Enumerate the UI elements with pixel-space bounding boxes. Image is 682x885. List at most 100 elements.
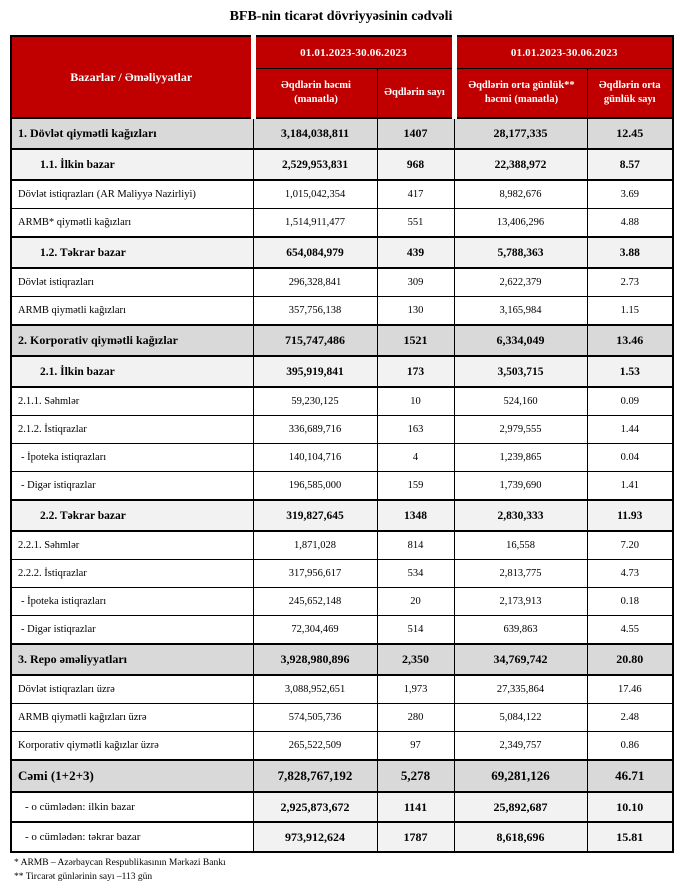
- value-cell: 1.53: [586, 355, 674, 388]
- value-cell: 2,529,953,831: [252, 148, 378, 181]
- value-cell: 357,756,138: [252, 296, 378, 326]
- value-cell: 12.45: [586, 117, 674, 150]
- table-row: 1. Dövlət qiymətli kağızları 3,184,038,81…: [10, 117, 674, 150]
- value-cell: 159: [376, 471, 455, 501]
- table-header: Bazarlar / Əməliyyatlar 01.01.2023-30.06…: [10, 35, 674, 119]
- turnover-table: Bazarlar / Əməliyyatlar 01.01.2023-30.06…: [10, 35, 674, 853]
- row-label: ARMB* qiymətli kağızları: [10, 208, 254, 238]
- value-cell: 3,184,038,811: [252, 117, 378, 150]
- value-cell: 20: [376, 587, 455, 616]
- value-cell: 309: [376, 267, 455, 297]
- value-cell: 6,334,049: [453, 324, 588, 357]
- value-cell: 140,104,716: [252, 443, 378, 472]
- row-label: 1.2. Təkrar bazar: [10, 236, 254, 269]
- value-cell: 639,863: [453, 615, 588, 645]
- value-cell: 524,160: [453, 386, 588, 416]
- row-label: 3. Repo əməliyyatları: [10, 643, 254, 676]
- value-cell: 4: [376, 443, 455, 472]
- row-label: 1. Dövlət qiymətli kağızları: [10, 117, 254, 150]
- row-label: 1.1. İlkin bazar: [10, 148, 254, 181]
- table-row: 1.1. İlkin bazar 2,529,953,831 968 22,388,9…: [10, 148, 674, 181]
- row-label: 2.1. İlkin bazar: [10, 355, 254, 388]
- value-cell: 1,973: [376, 674, 455, 704]
- row-label: - İpoteka istiqrazları: [10, 587, 254, 616]
- value-cell: 1141: [376, 791, 455, 823]
- value-cell: 551: [376, 208, 455, 238]
- value-cell: 8,982,676: [453, 179, 588, 209]
- row-label: 2.2. Təkrar bazar: [10, 499, 254, 532]
- value-cell: 28,177,335: [453, 117, 588, 150]
- value-cell: 11.93: [586, 499, 674, 532]
- value-cell: 2,349,757: [453, 731, 588, 761]
- table-row: Dövlət istiqrazları üzrə 3,088,952,651 1,9…: [10, 674, 674, 704]
- header-cell-period-2: 01.01.2023-30.06.2023: [451, 35, 674, 69]
- value-cell: 3,088,952,651: [252, 674, 378, 704]
- table-row: Korporativ qiymətli kağızlar üzrə 265,522…: [10, 731, 674, 761]
- value-cell: 1,239,865: [453, 443, 588, 472]
- value-cell: 1787: [376, 821, 455, 853]
- row-label: Dövlət istiqrazları: [10, 267, 254, 297]
- value-cell: 2.73: [586, 267, 674, 297]
- value-cell: 1.41: [586, 471, 674, 501]
- value-cell: 0.86: [586, 731, 674, 761]
- footnote-armb: * ARMB – Azərbaycan Respublikasının Mərk…: [14, 858, 226, 868]
- row-label: Dövlət istiqrazları (AR Maliyyə Nazirliy…: [10, 179, 254, 209]
- value-cell: 3,928,980,896: [252, 643, 378, 676]
- row-label: 2.1.1. Səhmlər: [10, 386, 254, 416]
- table-row: 3. Repo əməliyyatları 3,928,980,896 2,350 3…: [10, 643, 674, 676]
- value-cell: 15.81: [586, 821, 674, 853]
- value-cell: 439: [376, 236, 455, 269]
- row-label: - Digər istiqrazlar: [10, 471, 254, 501]
- table-row: 1.2. Təkrar bazar 654,084,979 439 5,788,363…: [10, 236, 674, 269]
- table-row: 2.2. Təkrar bazar 319,827,645 1348 2,830,33…: [10, 499, 674, 532]
- table-row: - Digər istiqrazlar 72,304,469 514 639,863 4…: [10, 615, 674, 645]
- value-cell: 574,505,736: [252, 703, 378, 732]
- row-label: 2. Korporativ qiymətli kağızlar: [10, 324, 254, 357]
- value-cell: 69,281,126: [453, 759, 588, 793]
- row-label: Cəmi (1+2+3): [10, 759, 254, 793]
- value-cell: 16,558: [453, 530, 588, 560]
- value-cell: 4.73: [586, 559, 674, 588]
- value-cell: 417: [376, 179, 455, 209]
- row-label: ARMB qiymətli kağızları: [10, 296, 254, 326]
- value-cell: 10: [376, 386, 455, 416]
- header-row-periods: Bazarlar / Əməliyyatlar 01.01.2023-30.06…: [10, 35, 674, 119]
- value-cell: 97: [376, 731, 455, 761]
- value-cell: 2,830,333: [453, 499, 588, 532]
- value-cell: 2,350: [376, 643, 455, 676]
- value-cell: 163: [376, 415, 455, 444]
- value-cell: 7,828,767,192: [252, 759, 378, 793]
- value-cell: 4.88: [586, 208, 674, 238]
- value-cell: 0.09: [586, 386, 674, 416]
- row-label: ARMB qiymətli kağızları üzrə: [10, 703, 254, 732]
- table-row: Cəmi (1+2+3) 7,828,767,192 5,278 69,281,126…: [10, 759, 674, 793]
- value-cell: 25,892,687: [453, 791, 588, 823]
- footnotes: * ARMB – Azərbaycan Respublikasının Mərk…: [14, 857, 682, 885]
- table-row: - o cümlədən: ilkin bazar 2,925,873,672 11…: [10, 791, 674, 823]
- value-cell: 654,084,979: [252, 236, 378, 269]
- table-row: Dövlət istiqrazları (AR Maliyyə Nazirliy…: [10, 179, 674, 209]
- value-cell: 27,335,864: [453, 674, 588, 704]
- table-row: 2.2.2. İstiqrazlar 317,956,617 534 2,813,77…: [10, 559, 674, 588]
- value-cell: 1521: [376, 324, 455, 357]
- footnote-trading-days: ** Tircarət günlərinin sayı –113 gün: [14, 871, 153, 882]
- table-row: 2.1. İlkin bazar 395,919,841 173 3,503,715 1…: [10, 355, 674, 388]
- table-row: 2.1.1. Səhmlər 59,230,125 10 524,160 0.09: [10, 386, 674, 416]
- row-label: 2.2.2. İstiqrazlar: [10, 559, 254, 588]
- value-cell: 245,652,148: [252, 587, 378, 616]
- header-cell-period-1: 01.01.2023-30.06.2023: [250, 35, 455, 69]
- value-cell: 319,827,645: [252, 499, 378, 532]
- table-row: ARMB qiymətli kağızları 357,756,138 130 3,1…: [10, 296, 674, 326]
- header-row-measures: Əqdlərin həcmi (manatla) Əqdlərin sayı Ə…: [11, 68, 674, 119]
- row-label: - o cümlədən: təkrar bazar: [10, 821, 254, 853]
- row-label: - İpoteka istiqrazları: [10, 443, 254, 472]
- value-cell: 22,388,972: [453, 148, 588, 181]
- page-title: BFB-nin ticarət dövriyyəsinin cədvəli: [229, 9, 453, 24]
- value-cell: 2,173,913: [453, 587, 588, 616]
- row-label: Korporativ qiymətli kağızlar üzrə: [10, 731, 254, 761]
- row-label: 2.1.2. İstiqrazlar: [10, 415, 254, 444]
- value-cell: 336,689,716: [252, 415, 378, 444]
- value-cell: 20.80: [586, 643, 674, 676]
- value-cell: 1,871,028: [252, 530, 378, 560]
- value-cell: 4.55: [586, 615, 674, 645]
